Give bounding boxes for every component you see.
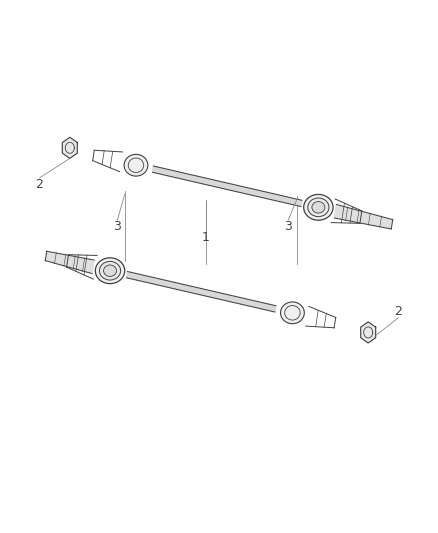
Ellipse shape bbox=[95, 258, 125, 284]
Polygon shape bbox=[45, 251, 94, 273]
Polygon shape bbox=[62, 138, 77, 158]
Ellipse shape bbox=[124, 155, 148, 176]
Polygon shape bbox=[361, 322, 376, 343]
Ellipse shape bbox=[280, 302, 304, 324]
Polygon shape bbox=[152, 166, 302, 206]
Text: 2: 2 bbox=[395, 305, 403, 318]
Text: 2: 2 bbox=[35, 178, 43, 191]
Polygon shape bbox=[334, 205, 393, 229]
Ellipse shape bbox=[304, 195, 333, 220]
Ellipse shape bbox=[312, 201, 325, 213]
Ellipse shape bbox=[103, 265, 117, 277]
Text: 3: 3 bbox=[284, 221, 292, 233]
Text: 1: 1 bbox=[202, 231, 210, 244]
Ellipse shape bbox=[99, 261, 120, 280]
Text: 3: 3 bbox=[113, 221, 121, 233]
Ellipse shape bbox=[308, 198, 329, 216]
Polygon shape bbox=[127, 271, 276, 312]
